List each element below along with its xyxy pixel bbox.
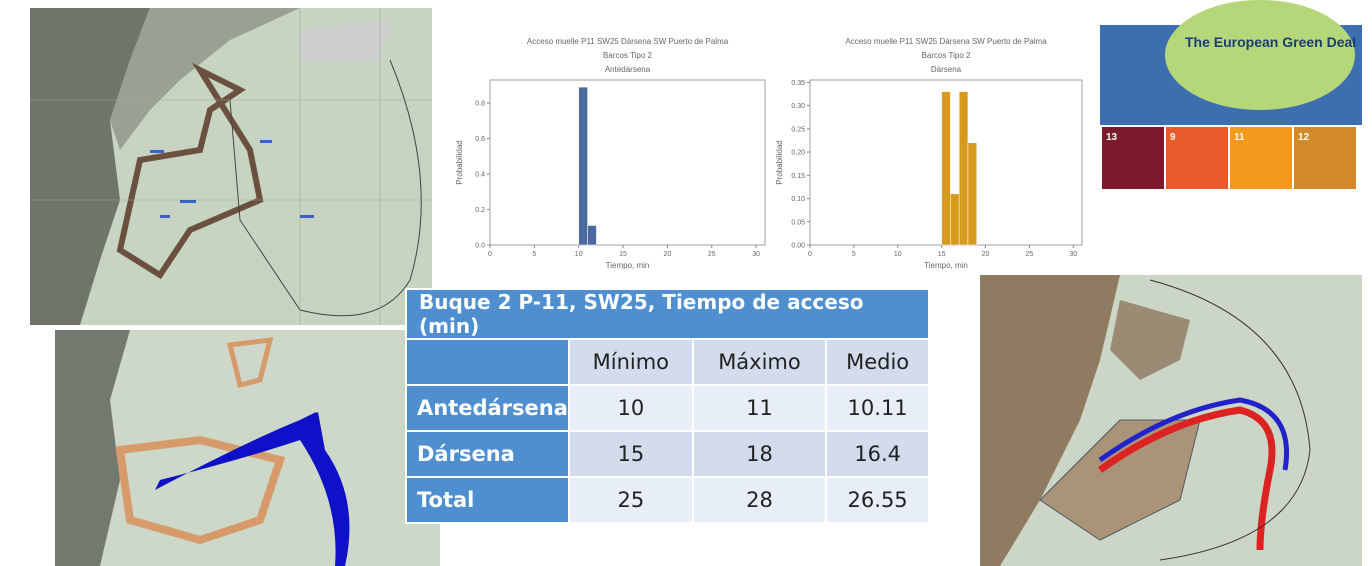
y-tick-label: 0.25 — [791, 126, 805, 133]
goal-number: 11 — [1234, 132, 1245, 143]
y-tick-label: 0.30 — [791, 103, 805, 110]
y-tick-label: 0.0 — [475, 243, 485, 250]
cell: 16.4 — [826, 431, 929, 477]
y-tick-label: 0.35 — [791, 80, 805, 87]
x-tick-label: 15 — [619, 251, 627, 258]
chart-panel — [440, 20, 1095, 272]
y-tick-label: 0.10 — [791, 196, 805, 203]
chart-title: Acceso muelle P11 SW25 Dársena SW Puerto… — [527, 37, 729, 46]
x-tick-label: 30 — [752, 251, 760, 258]
cell: 11 — [693, 385, 827, 431]
cell: 26.55 — [826, 477, 929, 523]
map-bottom-left — [55, 330, 440, 566]
map-right — [980, 275, 1362, 566]
map-top-left — [30, 8, 432, 325]
column-header: Máximo — [693, 339, 827, 385]
y-tick-label: 0.05 — [791, 219, 805, 226]
corner — [406, 339, 569, 385]
y-tick-label: 0.2 — [475, 207, 485, 214]
cell: 25 — [569, 477, 693, 523]
row-header: Dársena — [406, 431, 569, 477]
page: The European Green Deal 13 9 11 12 Acceso mu… — [0, 0, 1372, 566]
cell: 10 — [569, 385, 693, 431]
bar — [968, 143, 977, 245]
column-header: Medio — [826, 339, 929, 385]
cell: 28 — [693, 477, 827, 523]
x-tick-label: 20 — [664, 251, 672, 258]
logo: The European Green Deal — [1100, 0, 1362, 190]
panel-label: Antedársena — [605, 65, 651, 74]
x-tick-label: 25 — [1025, 251, 1033, 258]
y-tick-label: 0.20 — [791, 150, 805, 157]
x-tick-label: 15 — [938, 251, 946, 258]
y-tick-label: 0.6 — [475, 136, 485, 143]
chart-title: Acceso muelle P11 SW25 Dársena SW Puerto… — [845, 37, 1047, 46]
x-axis-label: Tiempo, min — [924, 261, 968, 270]
x-tick-label: 10 — [894, 251, 902, 258]
panel-label: Dársena — [931, 65, 962, 74]
cell: 10.11 — [826, 385, 929, 431]
y-tick-label: 0.15 — [791, 173, 805, 180]
x-tick-label: 10 — [575, 251, 583, 258]
bar — [588, 225, 597, 245]
bar — [579, 87, 588, 245]
cell: 18 — [693, 431, 827, 477]
y-tick-label: 0.8 — [475, 101, 485, 108]
column-header: Mínimo — [569, 339, 693, 385]
x-tick-label: 30 — [1069, 251, 1077, 258]
goal-number: 12 — [1298, 132, 1310, 143]
row-header: Total — [406, 477, 569, 523]
row-header: Antedársena — [406, 385, 569, 431]
bar — [942, 92, 951, 245]
table: Buque 2 P-11, SW25, Tiempo de acceso (mi… — [405, 288, 930, 524]
chart-subtitle: Barcos Tipo 2 — [922, 51, 971, 60]
x-axis-label: Tiempo, min — [606, 261, 650, 270]
y-axis-label: Probabilidad — [455, 140, 464, 184]
x-tick-label: 0 — [808, 251, 812, 258]
x-tick-label: 5 — [852, 251, 856, 258]
x-tick-label: 25 — [708, 251, 716, 258]
x-tick-label: 5 — [532, 251, 536, 258]
y-tick-label: 0.00 — [791, 243, 805, 250]
chart-subtitle: Barcos Tipo 2 — [603, 51, 652, 60]
table-title: Buque 2 P-11, SW25, Tiempo de acceso (mi… — [406, 289, 929, 339]
bar — [959, 92, 968, 245]
x-tick-label: 20 — [982, 251, 990, 258]
logo-title: The European Green Deal — [1185, 34, 1356, 50]
y-tick-label: 0.4 — [475, 172, 485, 179]
x-tick-label: 0 — [488, 251, 492, 258]
cell: 15 — [569, 431, 693, 477]
bar — [950, 194, 959, 245]
y-axis-label: Probabilidad — [775, 140, 784, 184]
goal-number: 9 — [1170, 132, 1176, 143]
goal-number: 13 — [1106, 132, 1118, 143]
